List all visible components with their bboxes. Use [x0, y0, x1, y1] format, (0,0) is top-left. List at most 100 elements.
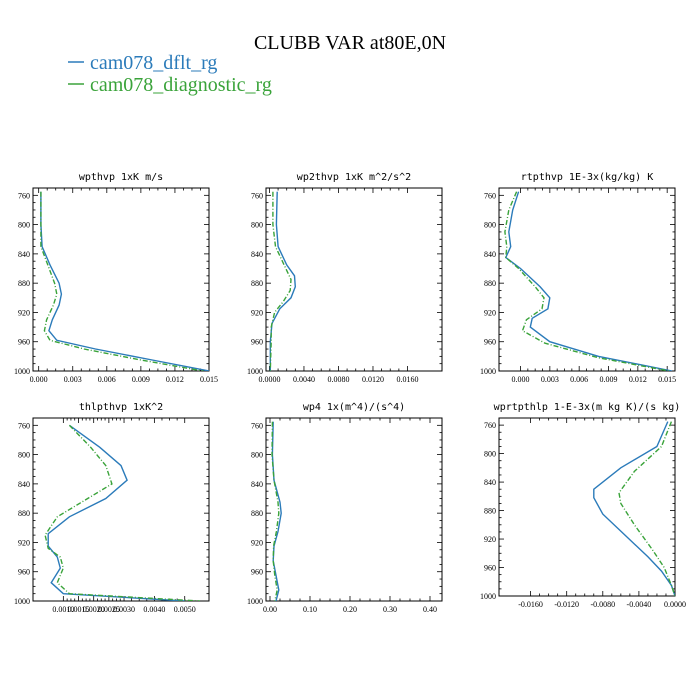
y-tick-label: 880 [484, 507, 496, 516]
x-tick-label: 0.0015 [68, 605, 90, 614]
x-tick-label: 0.015 [658, 375, 676, 384]
panel-title: wp4 1x(m^4)/(s^4) [303, 402, 405, 413]
series-line-dflt [593, 421, 675, 596]
y-tick-label: 960 [251, 568, 263, 577]
x-tick-label: 0.0050 [174, 605, 196, 614]
x-tick-label: 0.0040 [293, 375, 315, 384]
y-tick-label: 1000 [480, 367, 496, 376]
x-tick-label: -0.0160 [518, 600, 543, 609]
y-tick-label: 920 [18, 308, 30, 317]
plot-frame [32, 417, 210, 602]
y-tick-label: 800 [484, 221, 496, 230]
plot-frame [32, 187, 210, 372]
x-tick-label: 0.00 [263, 605, 277, 614]
y-tick-label: 760 [484, 421, 496, 430]
y-tick-label: 840 [18, 480, 30, 489]
y-tick-label: 880 [251, 509, 263, 518]
legend: cam078_dflt_rg cam078_diagnostic_rg [68, 52, 272, 96]
y-tick-label: 1000 [247, 597, 263, 606]
x-tick-label: 0.0000 [664, 600, 686, 609]
series-line-diagnostic [618, 421, 675, 596]
y-tick-label: 800 [251, 221, 263, 230]
y-tick-label: 920 [18, 538, 30, 547]
y-tick-label: 880 [18, 509, 30, 518]
x-tick-label: 0.0160 [396, 375, 418, 384]
series-line-dflt [47, 424, 185, 601]
plot-frame [498, 417, 676, 597]
panel-title: wpthvp 1xK m/s [79, 172, 163, 183]
x-tick-label: 0.012 [629, 375, 647, 384]
y-tick-label: 800 [18, 221, 30, 230]
series-line-dflt [40, 191, 209, 371]
x-tick-label: -0.0040 [627, 600, 652, 609]
legend-label-diagnostic: cam078_diagnostic_rg [90, 74, 272, 96]
y-tick-label: 1000 [14, 597, 30, 606]
y-tick-label: 1000 [247, 367, 263, 376]
y-tick-label: 920 [251, 538, 263, 547]
x-tick-label: 0.0030 [113, 605, 135, 614]
plot-frame [498, 187, 676, 372]
y-tick-label: 1000 [480, 592, 496, 601]
y-tick-label: 960 [251, 338, 263, 347]
x-tick-label: 0.006 [98, 375, 116, 384]
x-tick-label: 0.0025 [98, 605, 120, 614]
y-tick-label: 880 [251, 279, 263, 288]
series-line-diagnostic [269, 191, 292, 371]
panel-title: rtpthvp 1E-3x(kg/kg) K [521, 172, 653, 183]
y-tick-label: 840 [484, 478, 496, 487]
y-tick-label: 760 [18, 191, 30, 200]
y-tick-label: 920 [484, 308, 496, 317]
y-tick-label: 920 [251, 308, 263, 317]
panel-title: wprtpthlp 1-E-3x(m kg K)/(s kg) [494, 402, 681, 413]
panel-2: wp2thvp 1xK m^2/s^2 760 800 840 880 920 960 100… [247, 172, 443, 384]
y-tick-label: 800 [251, 451, 263, 460]
x-tick-label: 0.0020 [83, 605, 105, 614]
panel-1: wpthvp 1xK m/s76080084088092096010000.00… [14, 172, 218, 384]
series-line-diagnostic [271, 421, 280, 601]
x-tick-label: 0.015 [200, 375, 218, 384]
x-tick-label: 0.000 [512, 375, 530, 384]
series-line-diagnostic [504, 191, 670, 371]
x-tick-label: 0.000 [30, 375, 48, 384]
y-tick-label: 760 [251, 191, 263, 200]
series-line-dflt [504, 191, 673, 371]
panel-5: wp4 1x(m^4)/(s^4)76080084088092096010000… [247, 402, 443, 614]
y-tick-label: 1000 [14, 367, 30, 376]
y-tick-label: 760 [251, 421, 263, 430]
x-tick-label: 0.0010 [52, 605, 74, 614]
figure-title: CLUBB VAR at80E,0N [254, 32, 446, 54]
x-tick-label: 0.0120 [362, 375, 384, 384]
x-tick-label: 0.009 [600, 375, 618, 384]
x-tick-label: 0.006 [570, 375, 588, 384]
x-tick-label: 0.012 [166, 375, 184, 384]
series-line-diagnostic [44, 424, 200, 601]
x-tick-label: 0.0040 [143, 605, 165, 614]
x-tick-label: 0.0080 [327, 375, 349, 384]
x-tick-label: 0.40 [423, 605, 437, 614]
panel-title: wp2thvp 1xK m^2/s^2 [297, 172, 411, 183]
y-tick-label: 840 [484, 250, 496, 259]
y-tick-label: 960 [18, 338, 30, 347]
panel-4: thlpthvp 1xK^2 760 800 840 880 920 960 1000 0.00… [14, 402, 210, 614]
x-tick-label: 0.20 [343, 605, 357, 614]
y-tick-label: 760 [484, 191, 496, 200]
plot-frame [265, 417, 443, 602]
series-line-dflt [269, 191, 297, 371]
y-tick-label: 760 [18, 421, 30, 430]
x-tick-label: 0.0000 [258, 375, 280, 384]
panel-3: rtpthvp 1E-3x(kg/kg) K 760 800 840 880 920 960… [480, 172, 676, 384]
panel-title: thlpthvp 1xK^2 [79, 402, 163, 413]
y-tick-label: 880 [18, 279, 30, 288]
y-tick-label: 960 [18, 568, 30, 577]
y-tick-label: 920 [484, 535, 496, 544]
y-tick-label: 800 [484, 450, 496, 459]
panel-6: wprtpthlp 1-E-3x(m kg K)/(s kg) 760 800 840… [480, 402, 686, 609]
x-tick-label: 0.003 [541, 375, 559, 384]
y-tick-label: 960 [484, 564, 496, 573]
x-tick-label: -0.0120 [554, 600, 579, 609]
legend-label-dflt: cam078_dflt_rg [90, 52, 217, 74]
x-tick-label: 0.30 [383, 605, 397, 614]
x-tick-label: 0.10 [303, 605, 317, 614]
series-line-dflt [271, 421, 282, 601]
x-tick-label: -0.0080 [590, 600, 615, 609]
